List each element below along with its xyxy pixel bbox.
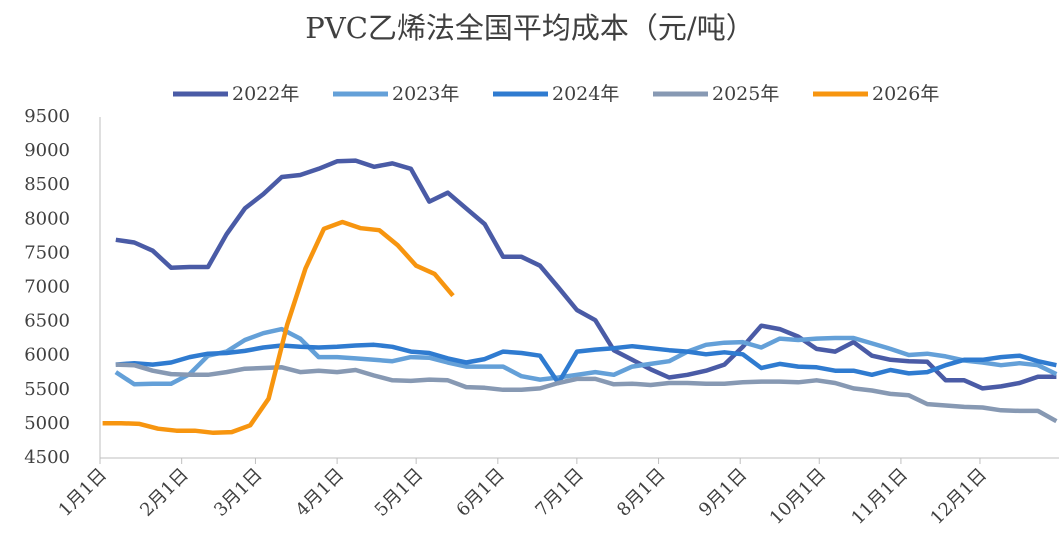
y-tick-label: 8000: [24, 208, 70, 229]
x-tick-label: 3月1日: [210, 464, 267, 521]
x-tick-label: 11月1日: [847, 464, 912, 529]
y-tick-label: 7500: [24, 242, 70, 263]
series-line: [114, 326, 1058, 387]
series-line: [102, 219, 455, 436]
legend-label: 2025年: [712, 83, 779, 105]
y-tick-label: 7000: [24, 277, 70, 298]
y-tick-label: 9000: [24, 140, 70, 161]
series-line: [115, 158, 1057, 391]
x-tick-label: 1月1日: [55, 464, 112, 521]
x-tick-label: 8月1日: [613, 464, 670, 521]
legend-label: 2023年: [392, 83, 459, 105]
x-tick-label: 4月1日: [292, 464, 349, 521]
y-tick-label: 6500: [24, 311, 70, 332]
legend-label: 2022年: [232, 83, 299, 105]
x-tick-label: 12月1日: [926, 464, 991, 529]
x-tick-label: 5月1日: [371, 464, 428, 521]
series-line: [115, 342, 1057, 386]
x-tick-label: 10月1日: [766, 464, 831, 529]
series-line: [115, 362, 1058, 424]
chart-title: PVC乙烯法全国平均成本（元/吨）: [305, 11, 754, 45]
legend-label: 2026年: [872, 83, 939, 105]
y-tick-label: 9500: [24, 106, 70, 127]
y-tick-label: 6000: [24, 345, 70, 366]
y-tick-label: 4500: [24, 447, 70, 468]
x-tick-label: 6月1日: [452, 464, 509, 521]
x-tick-label: 7月1日: [531, 464, 588, 521]
y-tick-label: 5000: [24, 413, 70, 434]
x-tick-label: 2月1日: [136, 464, 193, 521]
x-tick-label: 9月1日: [695, 464, 752, 521]
legend-label: 2024年: [552, 83, 619, 105]
y-tick-label: 5500: [24, 379, 70, 400]
y-tick-label: 8500: [24, 174, 70, 195]
